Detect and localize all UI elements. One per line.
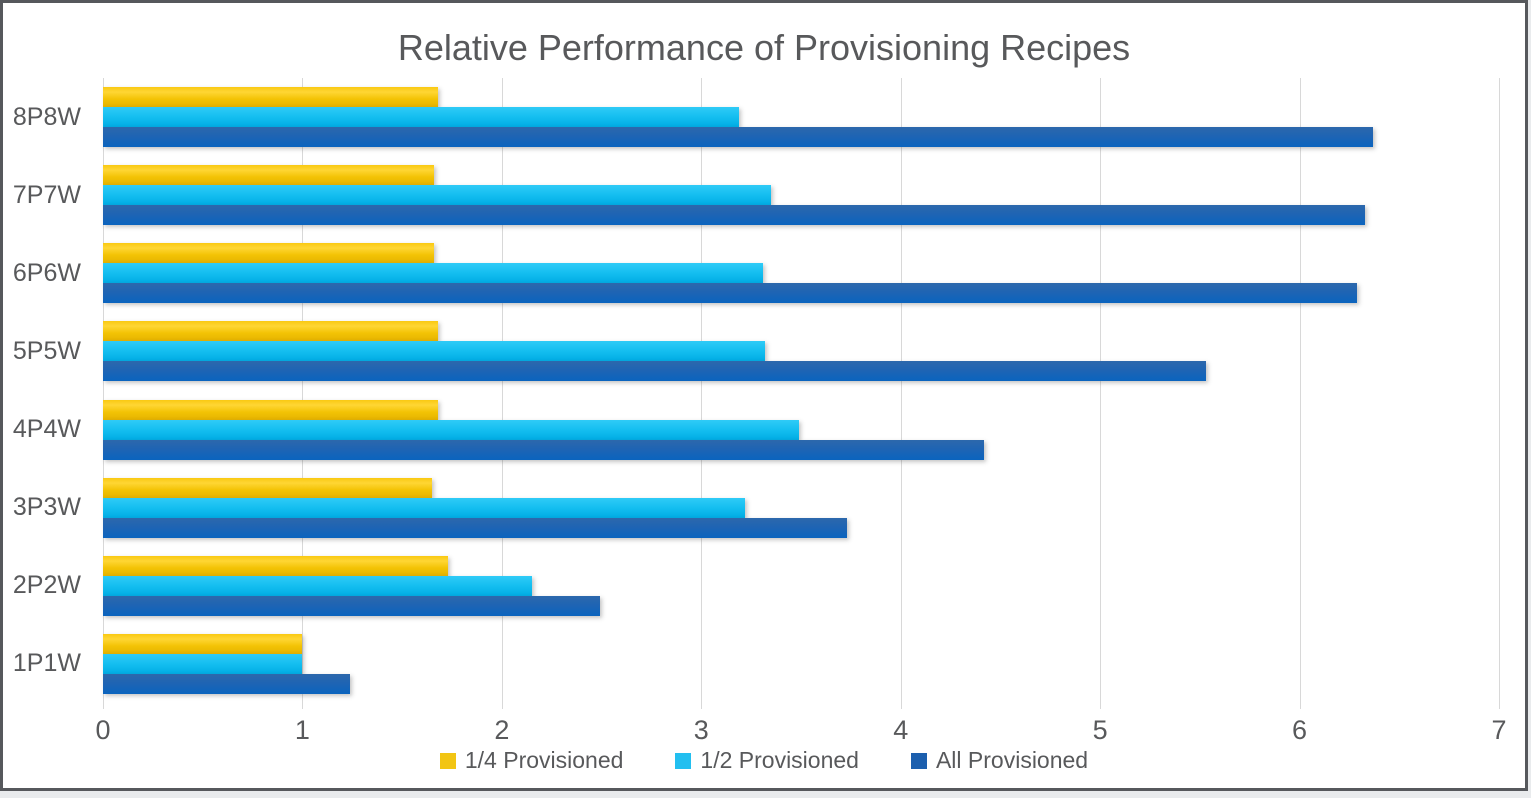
- legend-item: 1/2 Provisioned: [675, 747, 859, 774]
- legend-label: 1/4 Provisioned: [464, 747, 624, 773]
- bar-stack: [103, 555, 1499, 616]
- gridline: [1299, 78, 1301, 709]
- bar: [103, 595, 600, 616]
- category-label: 4P4W: [12, 415, 81, 443]
- bar-group-6p6w: [103, 234, 1499, 312]
- category-label: 8P8W: [12, 102, 81, 131]
- bar-stack: [103, 477, 1499, 538]
- category-label: 3P3W: [12, 493, 81, 522]
- category-label: 5P5W: [12, 336, 81, 365]
- x-axis: 0 1 2 3 4 5 6 7: [95, 709, 1506, 745]
- bar: [103, 341, 766, 362]
- category-label: 1P1W: [12, 649, 81, 678]
- bar: [103, 673, 351, 694]
- bar: [103, 477, 433, 498]
- x-tick-label: 2: [494, 715, 510, 745]
- x-tick-label: 0: [95, 715, 111, 745]
- bar: [103, 107, 740, 127]
- bar: [103, 205, 1366, 226]
- bar-stack: [103, 633, 1499, 694]
- legend-item: 1/4 Provisioned: [439, 747, 624, 774]
- legend-swatch-icon: [675, 752, 692, 769]
- bar-group-8p8w: [103, 78, 1499, 156]
- bar-stack: [103, 87, 1499, 147]
- bar: [103, 399, 439, 420]
- x-tick-label: 4: [893, 715, 909, 745]
- gridline: [103, 78, 104, 709]
- bar: [103, 575, 532, 596]
- legend-item: All Provisioned: [910, 747, 1089, 774]
- legend-swatch-icon: [439, 752, 456, 769]
- gridline: [1499, 78, 1500, 709]
- x-tick-label: 6: [1292, 715, 1308, 745]
- bar: [103, 243, 435, 264]
- bar-stack: [103, 243, 1499, 304]
- gridline: [900, 78, 902, 709]
- bar-group-7p7w: [103, 156, 1499, 234]
- category-axis: 8P8W 7P7W 6P6W 5P5W 4P4W 3P3W 2P2W 1P1W: [3, 78, 91, 703]
- legend-swatch-icon: [910, 752, 927, 769]
- bar-stack: [103, 399, 1499, 460]
- bar: [103, 439, 985, 460]
- bar: [103, 653, 303, 674]
- chart-title: Relative Performance of Provisioning Rec…: [397, 27, 1131, 68]
- bar: [103, 87, 439, 107]
- bar: [103, 165, 435, 186]
- gridline: [501, 78, 503, 709]
- bar: [103, 321, 439, 342]
- gridline: [302, 78, 304, 709]
- plot-area: [103, 78, 1500, 709]
- bar: [103, 419, 799, 440]
- legend: 1/4 Provisioned 1/2 Provisioned All Provis…: [3, 747, 1525, 774]
- x-tick-label: 5: [1092, 715, 1108, 745]
- category-label: 7P7W: [12, 180, 81, 209]
- bar: [103, 263, 764, 284]
- bar-group-5p5w: [103, 312, 1499, 390]
- x-tick-label: 1: [294, 715, 310, 745]
- x-tick-label: 3: [693, 715, 709, 745]
- legend-label: All Provisioned: [935, 747, 1089, 773]
- legend-label: 1/2 Provisioned: [700, 747, 859, 773]
- bar: [103, 517, 847, 538]
- bar-group-3p3w: [103, 469, 1499, 547]
- bar-stack: [103, 321, 1499, 382]
- bar: [103, 185, 772, 206]
- category-label: 6P6W: [12, 258, 81, 287]
- bar: [103, 283, 1358, 304]
- bar-group-4p4w: [103, 391, 1499, 469]
- x-tick-label: 7: [1491, 715, 1507, 745]
- bar: [103, 361, 1206, 382]
- category-label: 2P2W: [12, 571, 81, 600]
- bar: [103, 127, 1374, 147]
- gridline: [1100, 78, 1102, 709]
- bar: [103, 497, 746, 518]
- bar: [103, 555, 448, 576]
- gridline: [701, 78, 703, 709]
- bar-group-1p1w: [103, 625, 1499, 703]
- bar-stack: [103, 165, 1499, 226]
- bar: [103, 633, 303, 654]
- bar-group-2p2w: [103, 547, 1499, 625]
